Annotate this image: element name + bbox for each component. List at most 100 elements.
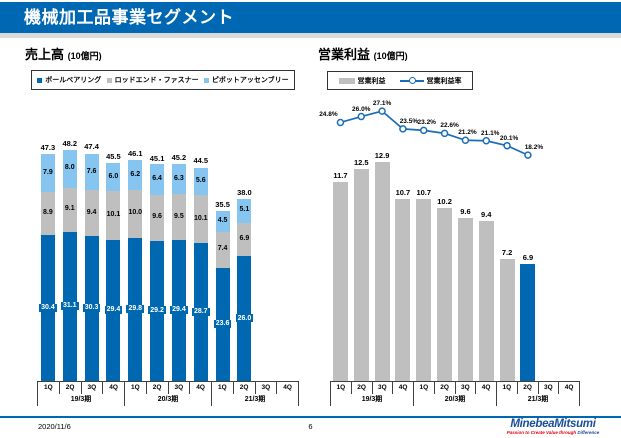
bar-value-label: 12.5 — [353, 157, 369, 167]
margin-point-marker — [440, 129, 449, 138]
bar-segment-label: 30.4 — [34, 303, 62, 312]
bar-segment-label: 31.1 — [56, 301, 84, 310]
profit-title-unit: (10億円) — [373, 51, 408, 61]
bar-segment — [193, 194, 208, 244]
bar-segment-label: 9.6 — [152, 213, 162, 221]
axis-quarter-label: 3Q — [256, 382, 278, 394]
margin-value-label: 26.0% — [352, 105, 371, 113]
bar-segment — [237, 223, 252, 257]
axis-year-label: 20/3期 — [125, 394, 212, 406]
bar-value-label: 6.9 — [522, 252, 534, 262]
bar-value-label: 9.4 — [481, 210, 492, 220]
bar-segment-label: 9.1 — [64, 205, 75, 213]
bar-total-label: 44.5 — [193, 156, 209, 166]
sales-title-text: 売上高 — [25, 47, 65, 62]
axis-quarter-label: 2Q — [435, 382, 456, 394]
logo-wordmark: MinebeaMitsumi — [510, 418, 596, 430]
axis-year-label: 21/3期 — [497, 394, 580, 406]
bar-value-label: 10.2 — [437, 196, 452, 206]
axis-quarter-label: 3Q — [539, 382, 560, 394]
bar-segment-label: 7.9 — [43, 168, 53, 176]
axis-quarter-label: 1Q — [331, 382, 352, 394]
sales-chart-title: 売上高 (10億円) — [25, 44, 102, 63]
axis-quarter-label: 1Q — [497, 382, 518, 394]
logo-tagline: Passion to Create Value through Differen… — [497, 430, 609, 435]
margin-value-label: 18.2% — [524, 144, 544, 152]
bar-segment-label: 29.2 — [143, 306, 171, 315]
margin-point-marker — [503, 141, 511, 150]
axis-quarter-label: 4Q — [559, 382, 580, 394]
axis-year-label: 21/3期 — [212, 394, 299, 406]
margin-value-label: 22.6% — [440, 122, 459, 130]
bar-segment — [106, 162, 121, 192]
company-logo: MinebeaMitsumi Passion to Create Value t… — [497, 418, 609, 435]
axis-quarter-label: 2Q — [147, 382, 169, 394]
axis-year-label: 19/3期 — [38, 394, 125, 406]
bar-segment-label-text: 30.3 — [82, 303, 101, 312]
bar-segment — [150, 194, 165, 241]
bar-segment-label: 6.2 — [130, 170, 141, 178]
bar-segment-label: 6.9 — [239, 235, 250, 243]
bar — [416, 199, 432, 381]
opincome-swatch-icon — [338, 77, 355, 84]
sales-title-unit: (10億円) — [67, 51, 102, 61]
bar-segment — [62, 149, 77, 189]
axis-quarter-label: 1Q — [212, 382, 234, 394]
bar-segment — [171, 194, 186, 240]
legend-label-ballbearing: ボールベアリング — [45, 77, 102, 84]
margin-value-label: 24.8% — [319, 111, 338, 119]
profit-quarter-axis: 1Q 2Q 3Q 4Q 1Q 2Q 3Q 4Q 1Q 2Q 3Q 4Q — [330, 381, 580, 394]
axis-quarter-label: 2Q — [60, 382, 82, 394]
tagline-blue: Difference — [577, 430, 600, 435]
bar-segment-label: 29.4 — [165, 305, 193, 314]
margin-point-marker — [357, 112, 365, 121]
bar-segment-label-text: 29.4 — [170, 305, 188, 314]
axis-quarter-label: 4Q — [103, 382, 125, 394]
bar-segment-label: 6.3 — [174, 174, 184, 182]
axis-quarter-label: 1Q — [414, 382, 435, 394]
bar-segment-label: 29.8 — [121, 304, 149, 313]
bar-segment-label-text: 31.1 — [60, 301, 79, 310]
margin-value-label: 23.2% — [417, 119, 436, 127]
axis-quarter-label: 1Q — [38, 382, 60, 394]
bar-segment-label: 8.9 — [43, 209, 53, 217]
axis-quarter-label: 2Q — [352, 382, 373, 394]
legend-label-margin: 営業利益率 — [426, 77, 462, 85]
bar-segment-label-text: 29.4 — [104, 305, 123, 314]
tagline-red: Passion to Create Value through — [506, 430, 578, 435]
rodend-swatch-icon — [106, 77, 112, 83]
bar — [499, 258, 515, 381]
bar — [353, 168, 369, 381]
profit-chart-title: 営業利益 (10億円) — [318, 44, 408, 63]
ballbearing-swatch-icon — [37, 77, 43, 83]
bar-segment — [193, 167, 208, 195]
bar — [332, 182, 348, 381]
bar-segment — [84, 190, 99, 236]
legend-label-rodend: ロッドエンド・ファスナー — [114, 77, 199, 84]
bar-segment-label: 4.5 — [217, 216, 228, 224]
legend-item-rodend: ロッドエンド・ファスナー — [106, 75, 199, 85]
bar-total-label: 45.2 — [171, 153, 187, 163]
bar-total-label: 35.5 — [215, 199, 230, 209]
bar-segment — [106, 191, 121, 240]
margin-point-marker — [420, 126, 428, 135]
pivot-swatch-icon — [203, 77, 209, 83]
legend-label-pivot: ピボットアッセンブリー — [211, 77, 289, 84]
margin-point-marker — [399, 125, 407, 133]
axis-quarter-label: 4Q — [393, 382, 414, 394]
bar — [457, 217, 473, 381]
axis-quarter-label: 3Q — [373, 382, 394, 394]
margin-dot — [408, 77, 416, 84]
margin-value-label: 21.1% — [481, 129, 500, 137]
bar-segment-label: 10.0 — [128, 209, 143, 217]
header-divider — [0, 33, 621, 38]
profit-year-axis: 19/3期 20/3期 21/3期 — [330, 394, 580, 406]
bar-total-label: 38.0 — [237, 187, 252, 197]
bar-segment-label: 5.1 — [239, 206, 250, 214]
margin-line-chart — [336, 107, 532, 159]
bar-total-label: 46.1 — [127, 148, 143, 158]
sales-quarter-axis: 1Q 2Q 3Q 4Q 1Q 2Q 3Q 4Q 1Q 2Q 3Q 4Q — [37, 381, 299, 394]
bar-segment — [62, 188, 77, 232]
bar-value-label: 12.9 — [374, 150, 390, 160]
